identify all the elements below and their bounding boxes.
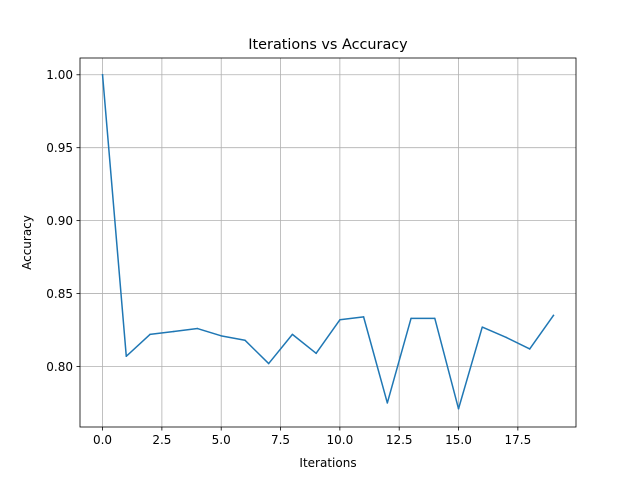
x-tick-label: 17.5 <box>504 433 531 447</box>
data-point <box>196 327 199 330</box>
y-tick-label: 0.95 <box>46 141 73 155</box>
x-tick-label: 10.0 <box>327 433 354 447</box>
grid-lines <box>80 58 576 427</box>
x-tick-label: 15.0 <box>445 433 472 447</box>
data-point <box>291 333 294 336</box>
data-point <box>101 74 104 76</box>
series-layer <box>101 73 555 410</box>
data-point <box>505 336 507 339</box>
data-point <box>149 333 151 336</box>
x-tick-label: 12.5 <box>386 433 413 447</box>
x-tick-label: 0.0 <box>93 433 112 447</box>
x-tick-label: 5.0 <box>212 433 231 447</box>
data-point <box>410 317 412 320</box>
data-point <box>267 362 270 365</box>
y-axis-label: Accuracy <box>20 215 34 270</box>
x-tick-label: 7.5 <box>271 433 290 447</box>
data-point <box>481 326 484 328</box>
data-point <box>220 335 222 337</box>
data-point <box>457 408 460 410</box>
data-point <box>434 317 436 320</box>
y-tick-label: 0.80 <box>46 360 73 374</box>
plot-area-frame <box>79 57 577 428</box>
y-tick-label: 0.85 <box>46 287 73 301</box>
data-point <box>528 348 531 350</box>
x-axis-ticks: 0.0 2.5 5.0 7.5 10.0 12.5 15.0 17.5 <box>93 427 531 447</box>
data-point <box>172 330 175 333</box>
data-point <box>315 352 317 355</box>
data-point <box>362 316 365 318</box>
data-point <box>386 402 389 404</box>
data-point <box>125 355 128 358</box>
x-axis-label: Iterations <box>299 456 356 470</box>
x-tick-label: 2.5 <box>152 433 171 447</box>
data-point <box>244 339 246 341</box>
data-point <box>339 319 341 321</box>
chart-title: Iterations vs Accuracy <box>248 37 408 53</box>
y-tick-label: 0.90 <box>46 214 73 228</box>
y-tick-label: 1.00 <box>46 68 73 82</box>
accuracy-series-line <box>101 73 555 410</box>
y-axis-ticks: 0.80 0.85 0.90 0.95 1.00 <box>46 68 80 374</box>
data-point <box>552 314 555 317</box>
